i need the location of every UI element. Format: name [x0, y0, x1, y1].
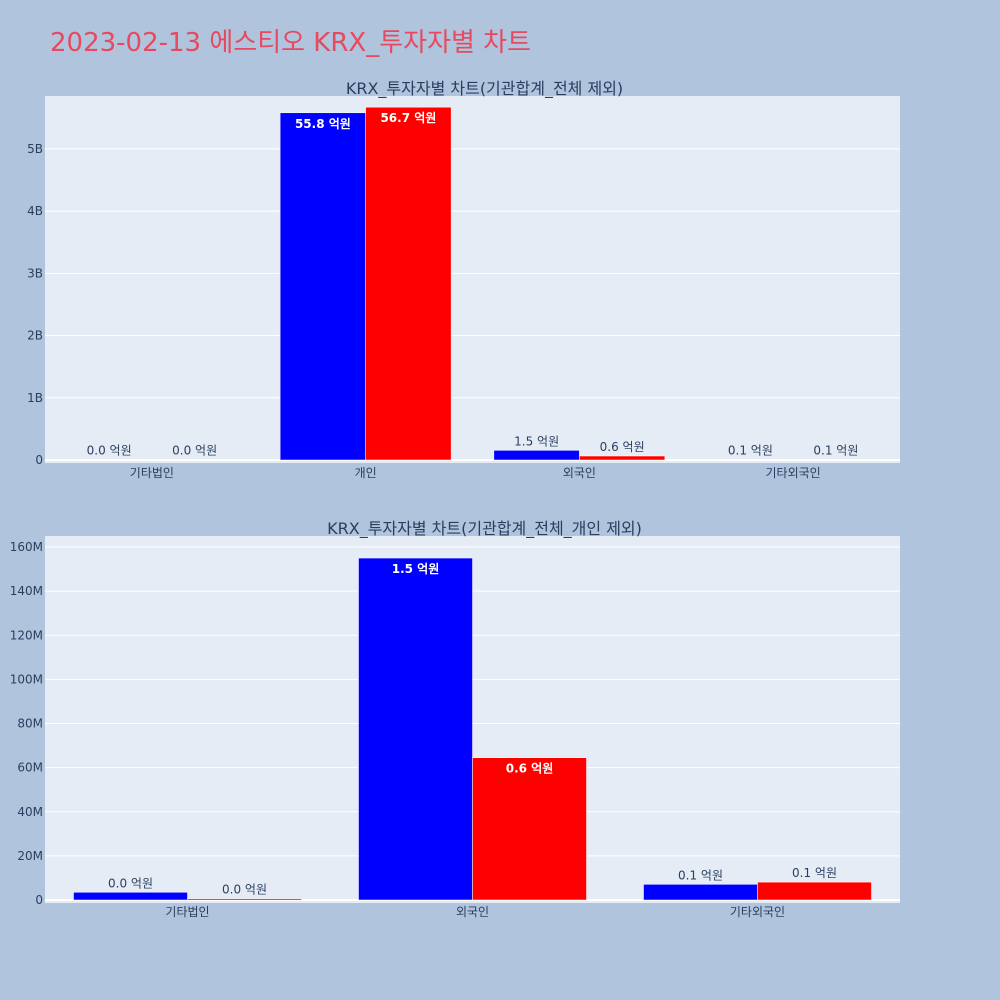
bar: [643, 884, 758, 901]
y-tick-label: 0: [35, 453, 43, 467]
data-label: 55.8 억원: [295, 117, 351, 131]
data-label: 0.6 억원: [506, 762, 554, 776]
x-tick-label: 기타법인: [130, 466, 174, 480]
y-tick-label: 140M: [10, 584, 43, 598]
data-label: 1.5 억원: [514, 434, 559, 448]
chart-title: KRX_투자자별 차트(기관합계_전체 제외): [346, 79, 623, 99]
y-tick-label: 20M: [17, 849, 43, 863]
plot-area: [45, 96, 900, 463]
x-tick-label: 기타법인: [165, 905, 209, 919]
data-label: 0.6 억원: [600, 440, 645, 454]
x-tick-label: 외국인: [456, 905, 489, 919]
y-tick-label: 40M: [17, 805, 43, 819]
y-tick-label: 1B: [27, 391, 43, 405]
data-label: 0.0 억원: [222, 883, 267, 897]
y-tick-label: 60M: [17, 761, 43, 775]
bar: [358, 557, 473, 901]
x-tick-label: 외국인: [563, 466, 596, 480]
bar: [187, 898, 302, 901]
y-tick-label: 0: [35, 893, 43, 907]
y-tick-label: 120M: [10, 628, 43, 642]
bar: [579, 455, 666, 461]
data-label: 0.1 억원: [792, 866, 837, 880]
y-tick-label: 2B: [27, 329, 43, 343]
bar: [365, 106, 452, 461]
bar: [757, 881, 872, 901]
data-label: 0.0 억원: [87, 444, 132, 458]
chart-2: 0 20M 40M 60M 80M 100M 120M 140M 160M KRX_투자자별 차트…: [10, 519, 900, 919]
y-tick-label: 5B: [27, 142, 43, 156]
bar: [73, 892, 188, 901]
data-label: 0.0 억원: [108, 876, 153, 890]
chart-title: KRX_투자자별 차트(기관합계_전체_개인 제외): [327, 519, 642, 539]
page-title: 2023-02-13 에스티오 KRX_투자자별 차트: [50, 28, 532, 58]
y-tick-label: 160M: [10, 540, 43, 554]
data-label: 0.1 억원: [678, 868, 723, 882]
bar: [66, 459, 153, 461]
data-label: 1.5 억원: [392, 562, 440, 576]
x-tick-label: 기타외국인: [766, 466, 821, 480]
data-label: 0.1 억원: [813, 444, 858, 458]
chart-1: 0 1B 2B 3B 4B 5B KRX_투자자별 차트(기관합계_전체 제외) 0.0 억원…: [27, 79, 900, 480]
bar: [493, 450, 580, 461]
bar: [707, 459, 794, 461]
bar: [792, 459, 879, 461]
data-label: 56.7 억원: [380, 111, 436, 125]
data-label: 0.1 억원: [728, 444, 773, 458]
x-tick-label: 기타외국인: [730, 905, 785, 919]
y-tick-label: 3B: [27, 266, 43, 280]
bar: [472, 757, 587, 901]
y-tick-label: 4B: [27, 204, 43, 218]
y-tick-label: 100M: [10, 672, 43, 686]
x-tick-label: 개인: [355, 466, 377, 480]
data-label: 0.0 억원: [172, 444, 217, 458]
bar: [279, 112, 366, 461]
y-tick-label: 80M: [17, 717, 43, 731]
bar: [151, 459, 238, 461]
